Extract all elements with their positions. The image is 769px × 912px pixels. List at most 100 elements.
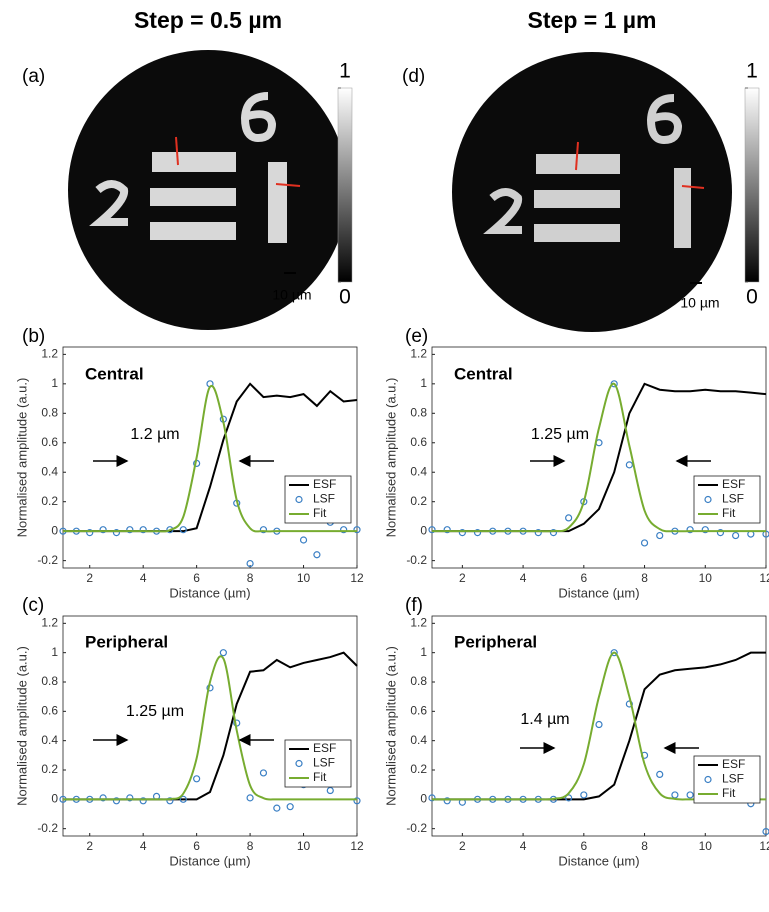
legend-marker [295, 495, 303, 504]
legend-label: Fit [722, 786, 736, 800]
lsf-point [640, 539, 649, 547]
x-tick-label: 10 [297, 571, 311, 585]
annotation: Central [454, 364, 513, 383]
y-tick-label: 0.4 [410, 733, 427, 747]
panel-label: (e) [405, 326, 428, 347]
y-tick-label: 0.6 [410, 435, 427, 449]
y-tick-label: -0.2 [37, 553, 58, 567]
lsf-point [99, 794, 107, 802]
x-tick-label: 10 [297, 839, 311, 853]
legend-label: Fit [313, 506, 327, 520]
lsf-point [595, 720, 603, 729]
lsf-point [326, 786, 334, 795]
legend-label: Fit [722, 506, 736, 520]
lsf-point [313, 551, 321, 559]
legend-label: ESF [722, 477, 745, 491]
micrograph [452, 52, 732, 332]
lsf-point [549, 529, 558, 537]
x-tick-label: 8 [641, 571, 648, 585]
y-tick-label: 0.4 [41, 464, 58, 478]
lsf-point [580, 791, 588, 799]
y-tick-label: 0.4 [410, 464, 427, 478]
lsf-point [193, 775, 201, 783]
colorbar-tick-label: 1 [746, 60, 758, 83]
y-tick-label: 0.2 [410, 762, 427, 776]
legend-label: ESF [313, 477, 336, 491]
lsf-point [179, 526, 187, 534]
legend-marker [704, 775, 712, 784]
lsf-point [443, 797, 451, 805]
lsf-point [353, 797, 361, 805]
annotation: Central [85, 364, 144, 383]
x-axis-label: Distance (µm) [169, 853, 250, 868]
lsf-point [428, 526, 436, 534]
lsf-point [273, 804, 281, 812]
y-tick-label: 1 [420, 376, 427, 390]
lsf-point [610, 649, 618, 657]
y-tick-label: 1.2 [41, 347, 58, 361]
lsf-point [340, 526, 348, 534]
lsf-point [139, 526, 147, 534]
lsf-point [286, 803, 294, 811]
lsf-point [656, 770, 664, 779]
colorbar [744, 87, 760, 283]
colorbar-tick-label: 0 [746, 286, 758, 309]
lsf-point [565, 794, 573, 802]
lsf-point [259, 526, 268, 534]
width-label: 1.25 µm [126, 703, 184, 720]
y-tick-label: 1.2 [41, 616, 58, 630]
x-tick-label: 8 [247, 839, 254, 853]
x-axis-label: Distance (µm) [558, 853, 639, 868]
y-tick-label: 0.8 [410, 405, 427, 419]
y-axis-label: Normalised amplitude (a.u.) [14, 646, 29, 806]
x-tick-label: 12 [350, 839, 364, 853]
panel-label: (d) [402, 66, 425, 87]
y-tick-label: 1 [51, 645, 58, 659]
y-tick-label: 1 [51, 376, 58, 390]
lsf-point [166, 797, 174, 805]
lsf-point [246, 559, 254, 568]
y-tick-label: -0.2 [406, 821, 427, 835]
y-axis-label: Normalised amplitude (a.u.) [383, 378, 398, 538]
x-tick-label: 10 [699, 571, 713, 585]
y-tick-label: 0.2 [41, 494, 58, 508]
fit-line [63, 655, 357, 801]
lsf-point [656, 531, 664, 540]
y-tick-label: -0.2 [37, 821, 58, 835]
lsf-point [246, 794, 254, 802]
y-tick-label: 0.6 [410, 704, 427, 718]
x-tick-label: 6 [193, 571, 200, 585]
lsf-point [112, 529, 121, 537]
y-axis-label: Normalised amplitude (a.u.) [14, 378, 29, 538]
y-tick-label: 1.2 [410, 347, 427, 361]
y-tick-label: -0.2 [406, 553, 427, 567]
y-tick-label: 0 [51, 523, 58, 537]
lsf-point [86, 529, 94, 537]
x-tick-label: 4 [520, 839, 527, 853]
lsf-point [126, 794, 134, 802]
legend-label: LSF [313, 756, 335, 770]
lsf-point [686, 526, 694, 534]
x-tick-label: 6 [580, 839, 587, 853]
lsf-point [112, 797, 121, 805]
lsf-point [686, 791, 694, 799]
panel-label: (a) [22, 66, 45, 87]
y-tick-label: 0.4 [41, 733, 58, 747]
scale-bar-label: 10 µm [272, 287, 311, 303]
y-tick-label: 0 [51, 792, 58, 806]
x-tick-label: 8 [247, 571, 254, 585]
x-axis-label: Distance (µm) [169, 585, 250, 600]
x-tick-label: 6 [193, 839, 200, 853]
y-tick-label: 0 [420, 792, 427, 806]
colorbar-tick-label: 0 [339, 286, 351, 309]
scale-bar-label: 10 µm [680, 295, 719, 311]
annotation: Peripheral [85, 632, 168, 651]
lsf-point [565, 514, 573, 522]
x-tick-label: 12 [350, 571, 364, 585]
fit-line [432, 382, 766, 533]
y-tick-label: 0.6 [41, 435, 58, 449]
x-tick-label: 2 [459, 571, 466, 585]
x-tick-label: 12 [759, 571, 769, 585]
panel-label: (f) [405, 595, 423, 616]
lsf-point [353, 526, 361, 534]
